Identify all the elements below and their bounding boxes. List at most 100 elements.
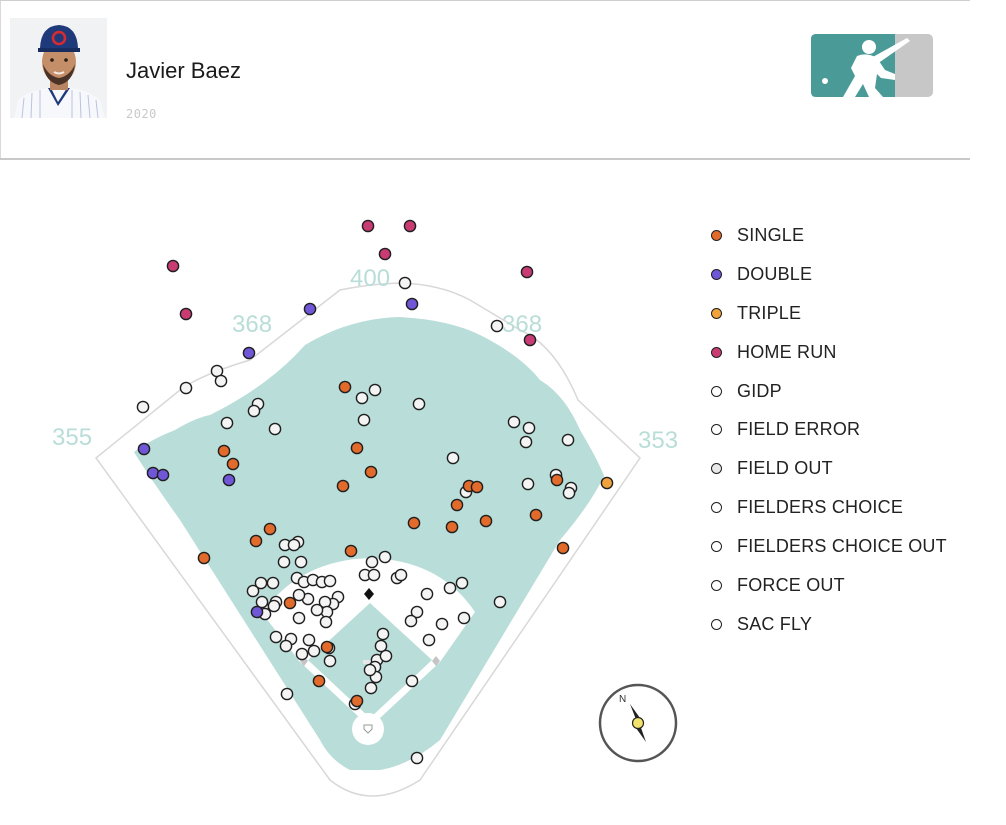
hit-point-outs[interactable]: [457, 611, 471, 625]
hit-point-outs[interactable]: [443, 581, 457, 595]
hit-point-outs[interactable]: [302, 633, 316, 647]
hit-point-outs[interactable]: [363, 663, 377, 677]
hit-point-outs[interactable]: [220, 416, 234, 430]
hit-point-outs[interactable]: [254, 576, 268, 590]
hit-point-single[interactable]: [338, 380, 352, 394]
hit-point-outs[interactable]: [136, 400, 150, 414]
hit-point-outs[interactable]: [378, 550, 392, 564]
hit-point-double[interactable]: [146, 466, 160, 480]
hit-point-single[interactable]: [529, 508, 543, 522]
hit-point-outs[interactable]: [267, 599, 281, 613]
hit-point-home-run[interactable]: [520, 265, 534, 279]
hit-point-outs[interactable]: [521, 477, 535, 491]
legend-item[interactable]: FORCE OUT: [708, 566, 947, 605]
hit-point-outs[interactable]: [374, 639, 388, 653]
hit-point-home-run[interactable]: [361, 219, 375, 233]
hit-point-double[interactable]: [405, 297, 419, 311]
hit-point-outs[interactable]: [435, 617, 449, 631]
hit-point-triple[interactable]: [600, 476, 614, 490]
hit-point-outs[interactable]: [404, 614, 418, 628]
hit-point-outs[interactable]: [446, 451, 460, 465]
legend-item[interactable]: FIELDERS CHOICE OUT: [708, 527, 947, 566]
hit-point-home-run[interactable]: [378, 247, 392, 261]
hit-point-outs[interactable]: [364, 681, 378, 695]
hit-point-home-run[interactable]: [403, 219, 417, 233]
hit-point-single[interactable]: [336, 479, 350, 493]
hit-point-home-run[interactable]: [523, 333, 537, 347]
hit-point-outs[interactable]: [323, 574, 337, 588]
hit-point-outs[interactable]: [507, 415, 521, 429]
legend-item[interactable]: FIELDERS CHOICE: [708, 488, 947, 527]
hit-point-outs[interactable]: [561, 433, 575, 447]
hit-point-outs[interactable]: [279, 639, 293, 653]
legend-item[interactable]: SINGLE: [708, 216, 947, 255]
hit-point-outs[interactable]: [410, 751, 424, 765]
hit-point-outs[interactable]: [379, 649, 393, 663]
hit-point-outs[interactable]: [493, 595, 507, 609]
legend-item[interactable]: GIDP: [708, 372, 947, 411]
legend-item[interactable]: DOUBLE: [708, 255, 947, 294]
hit-point-outs[interactable]: [490, 319, 504, 333]
hit-point-single[interactable]: [364, 465, 378, 479]
legend-item[interactable]: FIELD OUT: [708, 449, 947, 488]
hit-point-double[interactable]: [137, 442, 151, 456]
legend-item[interactable]: TRIPLE: [708, 294, 947, 333]
hit-point-double[interactable]: [222, 473, 236, 487]
hit-point-single[interactable]: [556, 541, 570, 555]
hit-point-outs[interactable]: [355, 391, 369, 405]
hit-point-single[interactable]: [197, 551, 211, 565]
legend-item[interactable]: SAC FLY: [708, 605, 947, 644]
hit-point-outs[interactable]: [422, 633, 436, 647]
hit-point-single[interactable]: [350, 694, 364, 708]
hit-point-single[interactable]: [320, 640, 334, 654]
hit-point-outs[interactable]: [319, 615, 333, 629]
hit-point-outs[interactable]: [266, 576, 280, 590]
hit-point-single[interactable]: [226, 457, 240, 471]
hit-point-double[interactable]: [303, 302, 317, 316]
hit-point-outs[interactable]: [280, 687, 294, 701]
hit-point-double[interactable]: [250, 605, 264, 619]
hit-point-double[interactable]: [156, 468, 170, 482]
hit-point-outs[interactable]: [294, 555, 308, 569]
hit-point-single[interactable]: [344, 544, 358, 558]
hit-point-single[interactable]: [450, 498, 464, 512]
hit-point-outs[interactable]: [277, 555, 291, 569]
hit-point-outs[interactable]: [357, 413, 371, 427]
hit-point-single[interactable]: [550, 473, 564, 487]
hit-point-outs[interactable]: [519, 435, 533, 449]
legend-item[interactable]: HOME RUN: [708, 333, 947, 372]
hit-point-single[interactable]: [312, 674, 326, 688]
hit-point-single[interactable]: [479, 514, 493, 528]
hit-point-outs[interactable]: [405, 674, 419, 688]
hit-point-outs[interactable]: [323, 654, 337, 668]
hit-point-outs[interactable]: [562, 486, 576, 500]
hit-point-outs[interactable]: [247, 404, 261, 418]
hit-point-outs[interactable]: [179, 381, 193, 395]
hit-point-single[interactable]: [263, 522, 277, 536]
hit-point-outs[interactable]: [394, 568, 408, 582]
hit-point-outs[interactable]: [269, 630, 283, 644]
hit-point-outs[interactable]: [307, 644, 321, 658]
hit-point-outs[interactable]: [292, 588, 306, 602]
hit-point-outs[interactable]: [420, 587, 434, 601]
hit-point-outs[interactable]: [295, 647, 309, 661]
hit-point-outs[interactable]: [246, 584, 260, 598]
hit-point-outs[interactable]: [398, 276, 412, 290]
hit-point-outs[interactable]: [365, 555, 379, 569]
hit-point-outs[interactable]: [522, 421, 536, 435]
hit-point-double[interactable]: [242, 346, 256, 360]
hit-point-outs[interactable]: [287, 538, 301, 552]
hit-point-single[interactable]: [445, 520, 459, 534]
hit-point-outs[interactable]: [368, 383, 382, 397]
hit-point-home-run[interactable]: [179, 307, 193, 321]
hit-point-single[interactable]: [350, 441, 364, 455]
hit-point-outs[interactable]: [310, 603, 324, 617]
hit-point-home-run[interactable]: [166, 259, 180, 273]
hit-point-single[interactable]: [470, 480, 484, 494]
hit-point-single[interactable]: [249, 534, 263, 548]
hit-point-outs[interactable]: [268, 422, 282, 436]
hit-point-outs[interactable]: [412, 397, 426, 411]
hit-point-outs[interactable]: [376, 627, 390, 641]
hit-point-single[interactable]: [217, 444, 231, 458]
hit-point-outs[interactable]: [292, 611, 306, 625]
